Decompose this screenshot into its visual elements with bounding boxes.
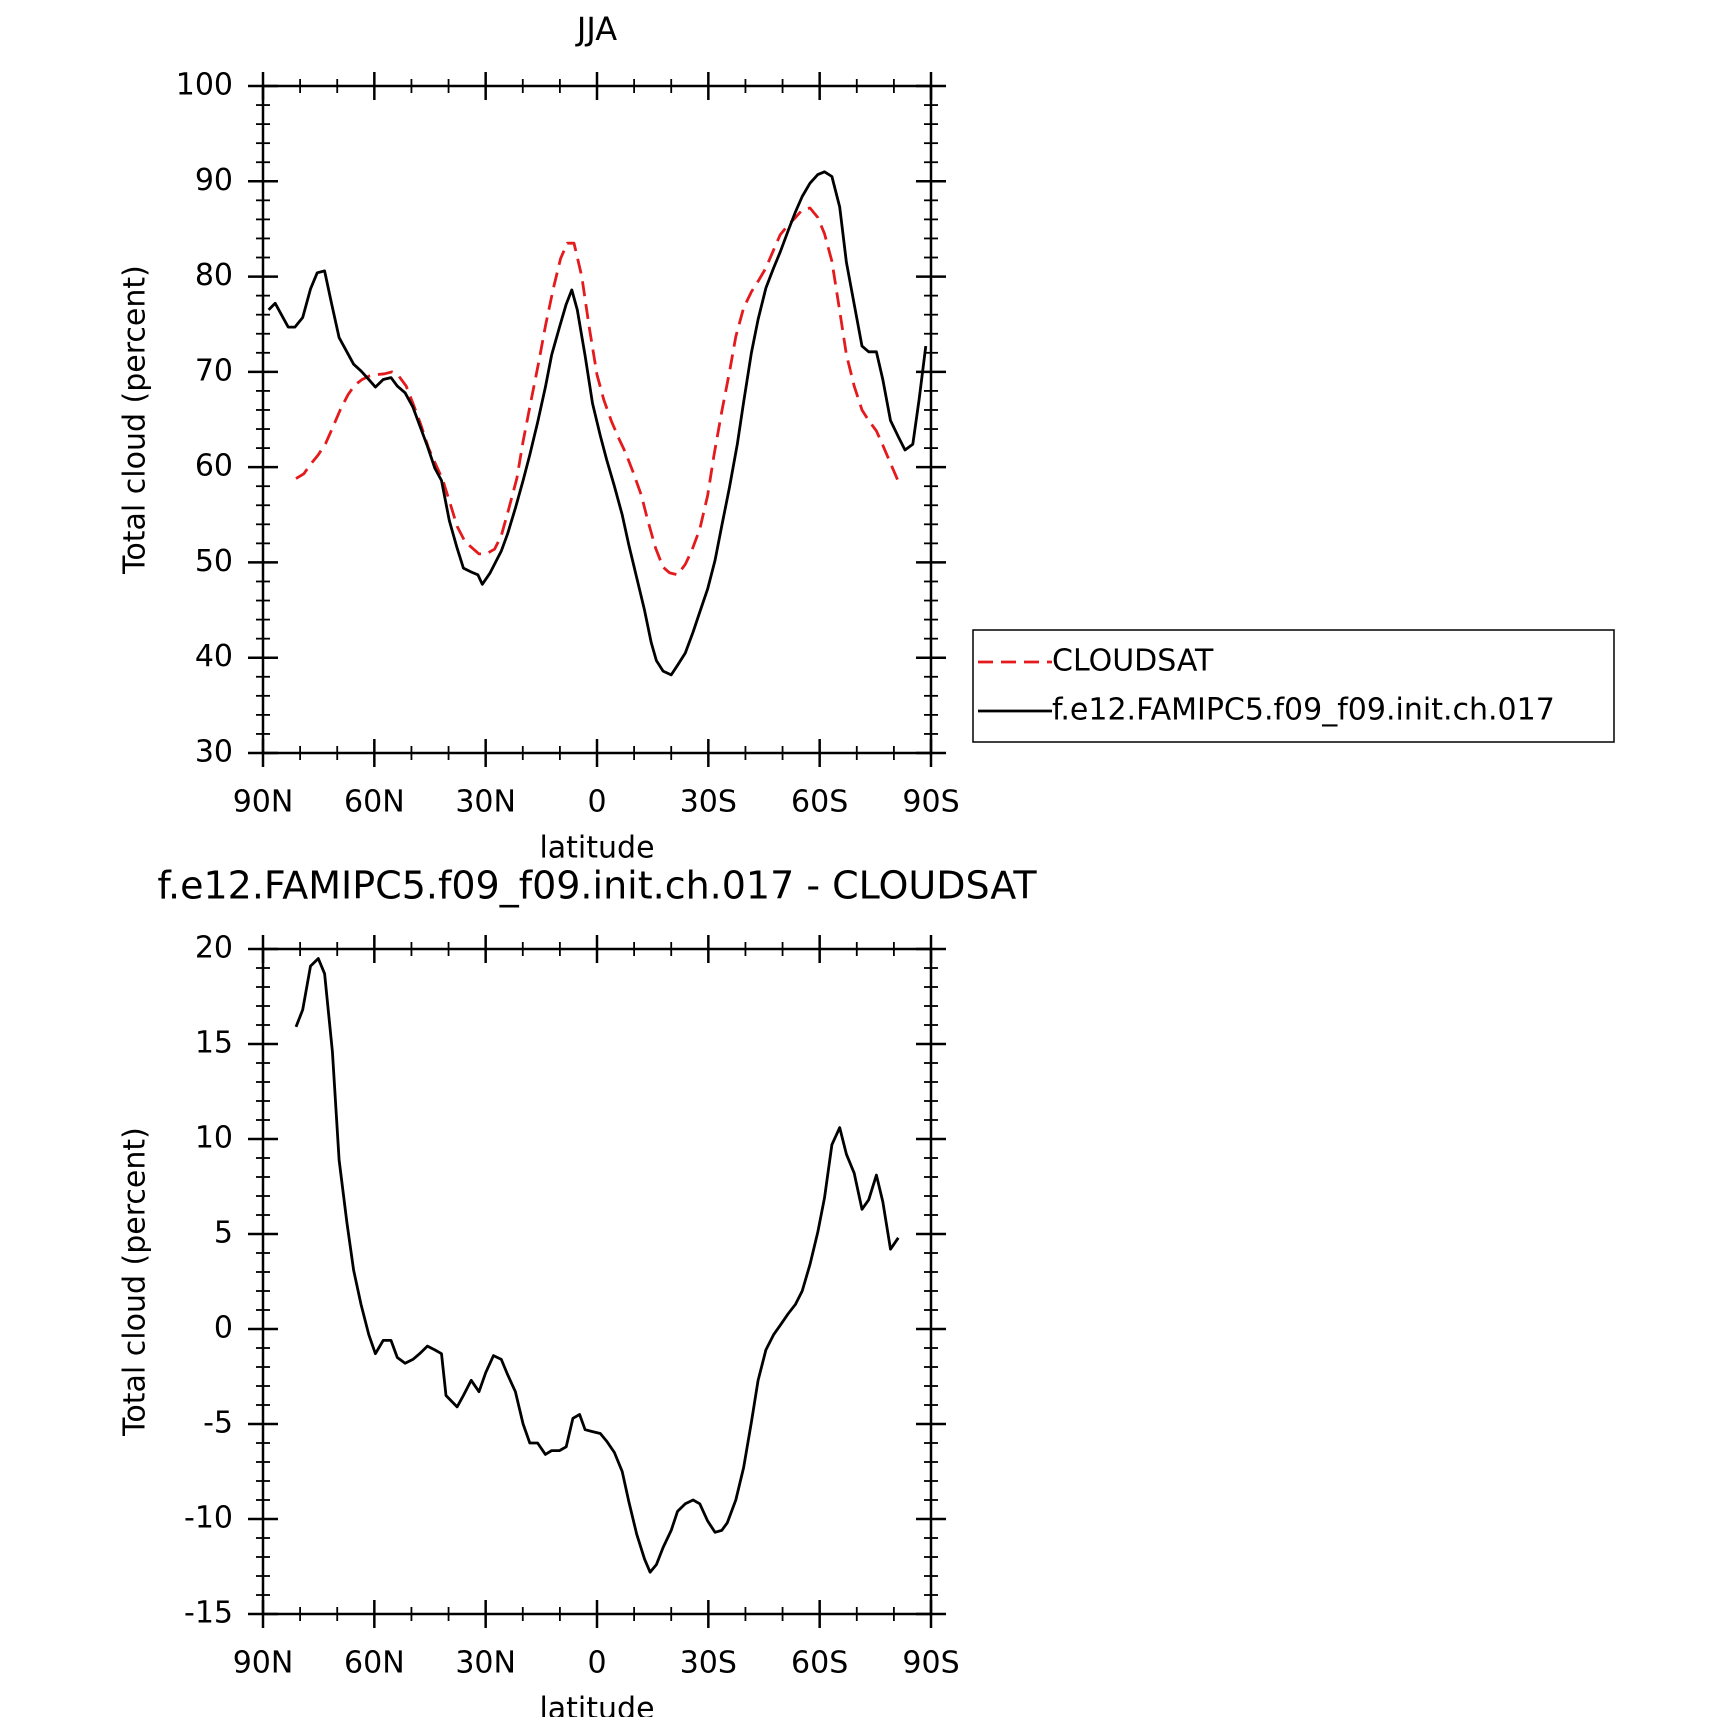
y-tick-label: 90 [195, 163, 233, 198]
x-tick-label: 90S [902, 1646, 959, 1681]
y-tick-label: 60 [195, 449, 233, 484]
y-tick-label: 20 [195, 931, 233, 966]
chart-title: f.e12.FAMIPC5.f09_f09.init.ch.017 - CLOU… [157, 864, 1037, 908]
y-axis-label: Total cloud (percent) [118, 265, 153, 575]
y-tick-label: 70 [195, 353, 233, 388]
x-tick-label: 30N [455, 1646, 516, 1681]
x-axis-label: latitude [539, 1692, 654, 1718]
x-tick-label: 60N [344, 1646, 405, 1681]
x-tick-label: 30S [680, 785, 737, 820]
series-line [295, 206, 900, 577]
series-line [294, 957, 900, 1574]
x-tick-label: 90S [902, 785, 959, 820]
plot-frame [261, 84, 933, 755]
x-axis-label: latitude [539, 831, 654, 866]
panel: f.e12.FAMIPC5.f09_f09.init.ch.017 - CLOU… [118, 864, 1038, 1721]
y-tick-label: 50 [195, 544, 233, 579]
x-tick-label: 60N [344, 785, 405, 820]
x-tick-label: 0 [587, 1646, 606, 1681]
plot-frame [261, 947, 933, 1616]
chart-title: JJA [575, 10, 617, 48]
x-tick-label: 90N [233, 785, 294, 820]
legend-label: f.e12.FAMIPC5.f09_f09.init.ch.017 [1052, 693, 1555, 728]
y-tick-label: 100 [176, 68, 233, 103]
y-tick-label: -10 [184, 1501, 233, 1536]
legend-label: CLOUDSAT [1052, 644, 1214, 679]
y-tick-label: -5 [203, 1406, 233, 1441]
x-tick-label: 30S [680, 1646, 737, 1681]
x-tick-label: 60S [791, 1646, 848, 1681]
legend-box [972, 629, 1615, 743]
panel: JJA latitude Total cloud (percent) 90N 60N 30… [118, 10, 1615, 866]
y-tick-label: 0 [214, 1311, 233, 1346]
x-tick-label: 0 [587, 785, 606, 820]
y-axis-label: Total cloud (percent) [118, 1127, 153, 1437]
y-tick-label: 10 [195, 1121, 233, 1156]
series-line [267, 170, 928, 677]
x-tick-label: 90N [233, 1646, 294, 1681]
y-tick-label: 5 [214, 1216, 233, 1251]
x-tick-label: 60S [791, 785, 848, 820]
y-tick-label: 15 [195, 1026, 233, 1061]
x-tick-label: 30N [455, 785, 516, 820]
y-tick-label: 30 [195, 735, 233, 770]
y-tick-label: 80 [195, 258, 233, 293]
y-tick-label: -15 [184, 1596, 233, 1631]
y-tick-label: 40 [195, 639, 233, 674]
